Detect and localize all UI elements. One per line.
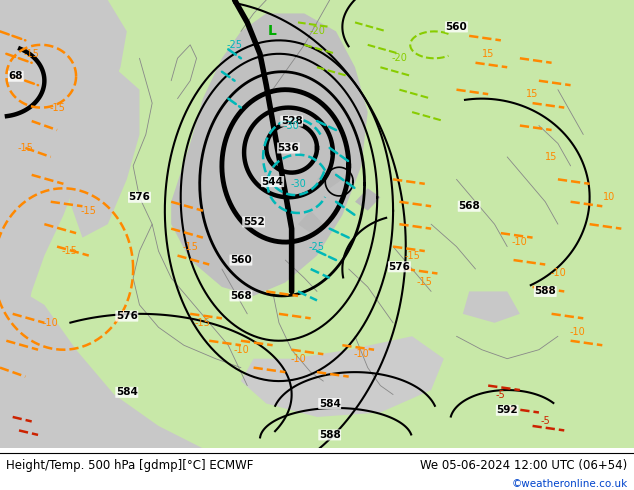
Text: -25: -25 xyxy=(309,242,325,251)
Polygon shape xyxy=(0,278,203,448)
Text: -5: -5 xyxy=(540,416,550,426)
Text: 588: 588 xyxy=(319,430,340,440)
Text: We 05-06-2024 12:00 UTC (06+54): We 05-06-2024 12:00 UTC (06+54) xyxy=(420,459,628,471)
Text: 528: 528 xyxy=(281,116,302,126)
Text: -15: -15 xyxy=(417,277,433,288)
Polygon shape xyxy=(254,31,292,98)
Text: -15: -15 xyxy=(404,250,420,261)
Polygon shape xyxy=(298,211,323,233)
Text: 15: 15 xyxy=(545,152,558,162)
Text: -15: -15 xyxy=(182,242,198,251)
Text: 552: 552 xyxy=(243,217,264,227)
Text: L: L xyxy=(268,24,277,38)
Text: 15: 15 xyxy=(482,49,495,59)
Text: -10: -10 xyxy=(569,327,585,337)
Polygon shape xyxy=(0,0,634,448)
Polygon shape xyxy=(463,292,520,323)
Text: ©weatheronline.co.uk: ©weatheronline.co.uk xyxy=(512,479,628,489)
Text: 576: 576 xyxy=(129,192,150,202)
Polygon shape xyxy=(317,166,342,188)
Text: 584: 584 xyxy=(319,398,340,409)
Text: 68: 68 xyxy=(9,71,23,81)
Text: 560: 560 xyxy=(230,255,252,265)
Text: 10: 10 xyxy=(602,192,615,202)
Text: -10: -10 xyxy=(290,354,306,364)
Text: Height/Temp. 500 hPa [gdmp][°C] ECMWF: Height/Temp. 500 hPa [gdmp][°C] ECMWF xyxy=(6,459,254,471)
Text: -15: -15 xyxy=(195,318,211,328)
Text: 576: 576 xyxy=(389,262,410,272)
Polygon shape xyxy=(355,188,380,211)
Text: 536: 536 xyxy=(278,143,299,153)
Text: 15: 15 xyxy=(526,89,539,99)
Text: 560: 560 xyxy=(446,22,467,32)
Polygon shape xyxy=(0,0,127,448)
Polygon shape xyxy=(171,13,368,296)
Polygon shape xyxy=(241,336,444,417)
Text: -15: -15 xyxy=(17,143,34,153)
Text: 584: 584 xyxy=(116,387,138,397)
Text: 544: 544 xyxy=(262,176,283,187)
Text: -10: -10 xyxy=(354,349,369,359)
Text: -20: -20 xyxy=(309,26,325,36)
Text: 568: 568 xyxy=(458,201,480,211)
Text: -20: -20 xyxy=(391,53,408,63)
Text: -15: -15 xyxy=(81,206,97,216)
Text: -5: -5 xyxy=(496,390,506,399)
Text: -30: -30 xyxy=(284,121,299,130)
Text: -15: -15 xyxy=(49,102,65,113)
Text: 568: 568 xyxy=(230,291,252,301)
Text: -30: -30 xyxy=(290,179,306,189)
Polygon shape xyxy=(25,381,89,421)
Text: 576: 576 xyxy=(116,311,138,321)
Text: -10: -10 xyxy=(233,344,249,355)
Text: 592: 592 xyxy=(496,405,518,415)
Text: -25: -25 xyxy=(226,40,243,50)
Text: -15: -15 xyxy=(61,246,78,256)
Text: -15: -15 xyxy=(23,49,40,59)
Text: -10: -10 xyxy=(43,318,58,328)
Polygon shape xyxy=(70,67,139,238)
Text: -10: -10 xyxy=(512,237,527,247)
Text: -10: -10 xyxy=(550,269,566,278)
Text: 588: 588 xyxy=(534,287,556,296)
